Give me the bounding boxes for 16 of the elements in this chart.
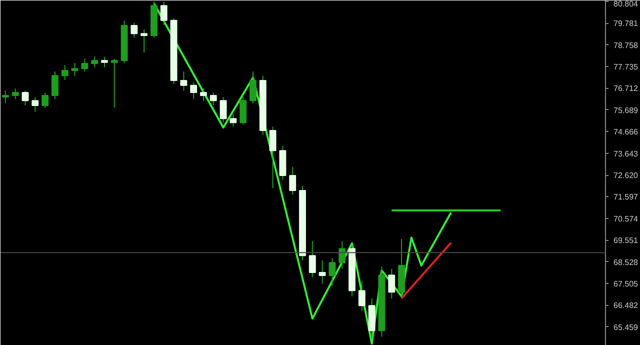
- y-tick-label: 80.804: [614, 0, 639, 8]
- y-tick-label: 75.689: [614, 106, 639, 115]
- y-tick-label: 72.620: [614, 171, 639, 180]
- y-tick-label: 78.758: [614, 40, 639, 50]
- y-tick-label: 68.528: [614, 258, 639, 267]
- y-tick-label: 74.666: [614, 128, 639, 137]
- y-tick-label: 66.482: [614, 301, 639, 310]
- y-tick-label: 79.781: [614, 19, 639, 28]
- y-tick-label: 65.459: [614, 322, 639, 332]
- y-tick-label: 67.505: [614, 279, 639, 288]
- y-tick-label: 71.597: [614, 192, 639, 202]
- y-tick-label: 77.735: [614, 62, 639, 72]
- y-tick-label: 70.574: [614, 214, 639, 224]
- y-tick-label: 76.712: [614, 84, 639, 94]
- y-tick-label: 69.551: [614, 236, 639, 246]
- y-tick-label: 73.643: [614, 149, 639, 158]
